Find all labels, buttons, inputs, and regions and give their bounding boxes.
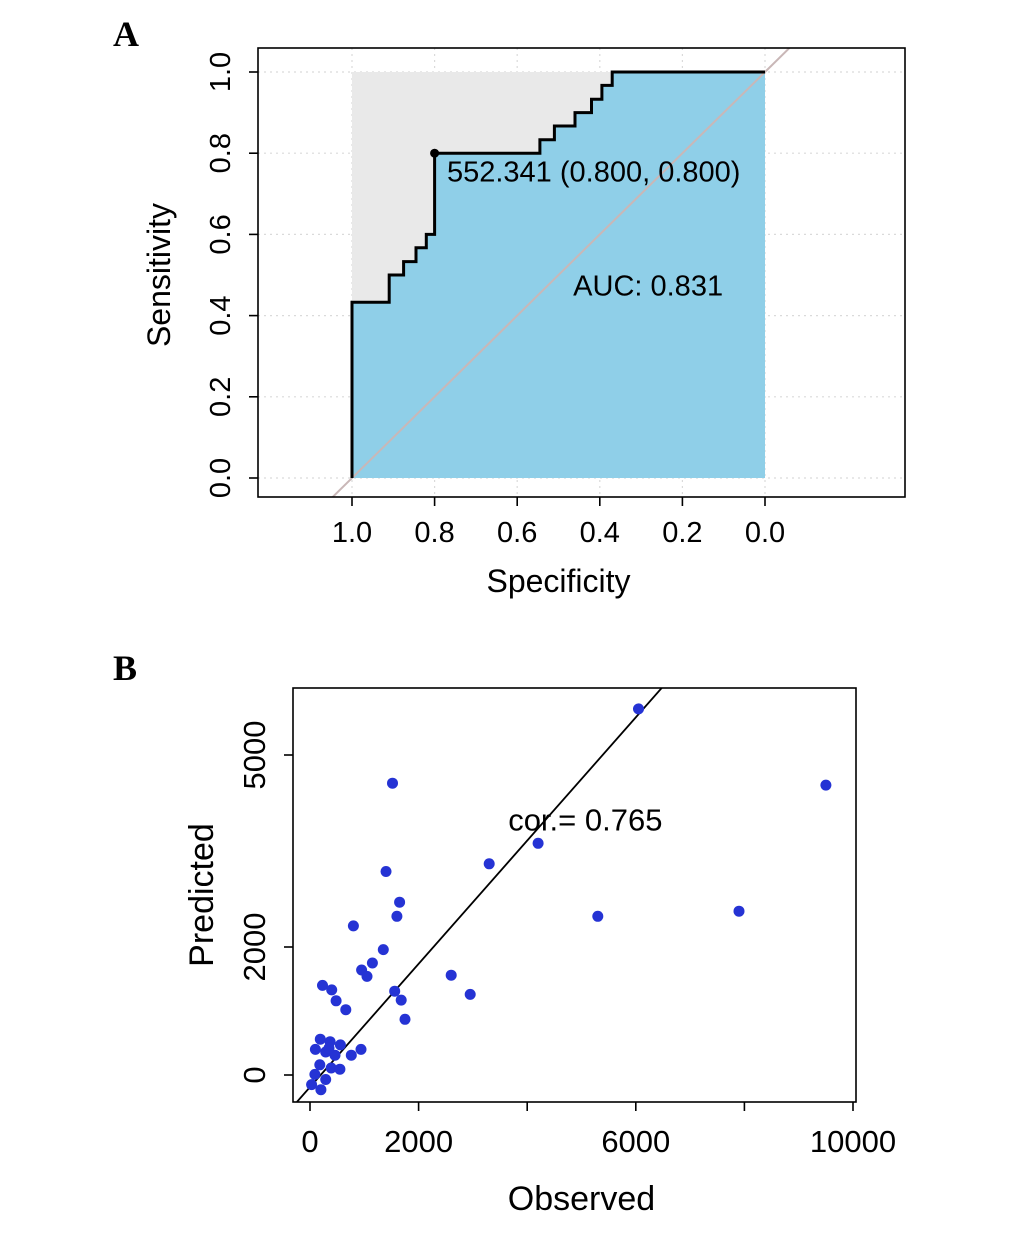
- scatter-point: [380, 866, 392, 877]
- auc-label: AUC: 0.831: [573, 270, 723, 302]
- y-tick-label: 0.6: [205, 214, 237, 254]
- y-tick-label: 0.8: [205, 133, 237, 173]
- scatter-point: [314, 1033, 326, 1045]
- scatter-point: [320, 1074, 332, 1085]
- scatter-chart: cor.= 0.765 0 2000 6000 10000 0 2000 5000 Observ…: [183, 687, 896, 1218]
- scatter-point: [347, 920, 359, 932]
- scatter-point: [355, 1043, 367, 1055]
- scatter-point: [326, 984, 338, 996]
- scatter-point: [325, 1062, 337, 1074]
- scatter-point: [315, 1084, 327, 1096]
- chance-line: [331, 48, 791, 497]
- scatter-point: [394, 896, 406, 908]
- scatter-point: [306, 1079, 318, 1091]
- scatter-point: [309, 1068, 321, 1080]
- scatter-point: [820, 779, 832, 791]
- x-tick-label: 0.8: [414, 517, 454, 549]
- x-axis-title: Observed: [508, 1180, 655, 1218]
- y-tick-label: 0.2: [205, 377, 237, 417]
- x-tick-label: 0.2: [662, 517, 702, 549]
- plot-box: [257, 47, 906, 498]
- scatter-point: [391, 910, 403, 922]
- scatter-point: [323, 1042, 335, 1054]
- threshold-point: [430, 148, 440, 158]
- x-tick-label: 0.0: [745, 517, 785, 549]
- x-tick-label: 0: [301, 1124, 318, 1159]
- y-tick-label: 0.0: [205, 458, 237, 498]
- scatter-point: [334, 1039, 346, 1051]
- scatter-point: [399, 1013, 411, 1025]
- x-tick-label: 6000: [601, 1124, 670, 1159]
- plot-box: [292, 687, 857, 1103]
- y-tick-label: 5000: [237, 721, 272, 790]
- scatter-point: [309, 1043, 321, 1055]
- fit-line: [296, 688, 663, 1102]
- scatter-point: [633, 703, 644, 715]
- y-axis-title: Sensitivity: [141, 203, 177, 347]
- correlation-label: cor.= 0.765: [508, 803, 662, 838]
- roc-curve: [350, 70, 765, 478]
- x-tick-label: 10000: [810, 1124, 896, 1159]
- scatter-point: [395, 994, 407, 1006]
- y-tick-label: 0.4: [205, 295, 237, 335]
- scatter-point: [314, 1059, 326, 1071]
- scatter-point: [330, 995, 342, 1007]
- y-axis-title: Predicted: [183, 823, 221, 967]
- threshold-label: 552.341 (0.800, 0.800): [447, 157, 740, 189]
- scatter-point: [445, 969, 457, 981]
- x-tick-label: 0.4: [580, 517, 620, 549]
- scatter-point: [317, 979, 328, 991]
- scatter-point: [340, 1004, 352, 1016]
- panel-a-label: A: [113, 14, 139, 54]
- scatter-point: [334, 1063, 346, 1075]
- scatter-point: [733, 905, 745, 917]
- y-tick-label: 0: [237, 1066, 272, 1083]
- scatter-point: [366, 957, 378, 969]
- scatter-point: [377, 944, 389, 956]
- x-axis-title: Specificity: [486, 563, 630, 599]
- scatter-point: [361, 970, 373, 982]
- x-tick-label: 2000: [384, 1124, 453, 1159]
- scatter-point: [345, 1049, 357, 1061]
- y-tick-label: 2000: [237, 913, 272, 982]
- x-tick-label: 1.0: [332, 517, 372, 549]
- x-tick-label: 0.6: [497, 517, 537, 549]
- scatter-point: [387, 777, 398, 789]
- scatter-point: [532, 837, 544, 849]
- scatter-point: [389, 985, 401, 997]
- y-tick-label: 1.0: [205, 52, 237, 92]
- scatter-point: [483, 858, 495, 870]
- roc-chart: 552.341 (0.800, 0.800) AUC: 0.831 1.0 0.8 0.…: [141, 47, 906, 599]
- panel-b-label: B: [113, 648, 138, 688]
- upper-area: [352, 72, 765, 478]
- scatter-point: [592, 910, 604, 922]
- scatter-point: [464, 988, 476, 1000]
